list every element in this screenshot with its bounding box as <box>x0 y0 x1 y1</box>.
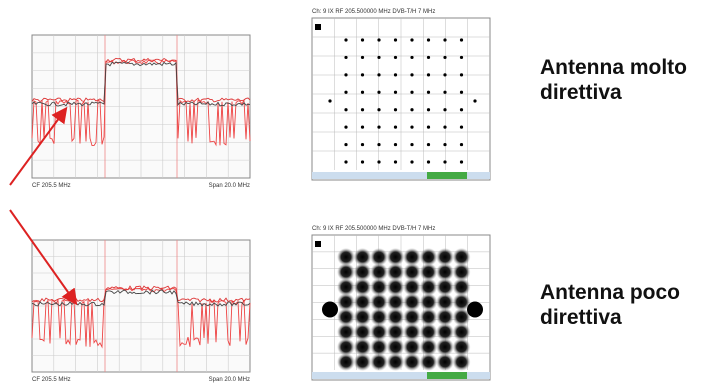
constellation-point <box>460 160 463 163</box>
panel-label: Antenna poco direttiva <box>540 280 726 330</box>
constellation-point <box>344 38 347 41</box>
constellation-point <box>410 143 413 146</box>
constellation-point <box>460 143 463 146</box>
constellation-point <box>453 353 471 371</box>
slide: CF 205.5 MHz Span 20.0 MHz Ch: 9 IX RF 205… <box>0 0 726 392</box>
constellation-point <box>460 38 463 41</box>
constellation-point <box>460 73 463 76</box>
constellation-point <box>394 126 397 129</box>
constellation-header: Ch: 9 IX RF 205.500000 MHz DVB-T/H 7 MHz <box>312 226 435 232</box>
constellation-point <box>443 56 446 59</box>
constellation-point <box>427 91 430 94</box>
spectrum-span: Span 20.0 MHz <box>209 183 250 189</box>
constellation-point <box>467 302 483 318</box>
constellation-point <box>394 38 397 41</box>
constellation-point <box>443 38 446 41</box>
constellation-point <box>394 160 397 163</box>
constellation-point <box>410 108 413 111</box>
constellation-point <box>354 353 372 371</box>
corner-square <box>315 241 321 247</box>
constellation-point <box>427 126 430 129</box>
constellation-point <box>377 160 380 163</box>
constellation-point <box>377 91 380 94</box>
constellation-point <box>443 160 446 163</box>
constellation-header: Ch: 9 IX RF 205.500000 MHz DVB-T/H 7 MHz <box>312 9 435 15</box>
constellation-point <box>361 160 364 163</box>
constellation-point <box>377 56 380 59</box>
constellation-point <box>443 126 446 129</box>
constellation-point <box>394 143 397 146</box>
constellation-point <box>394 73 397 76</box>
constellation-point <box>344 143 347 146</box>
spectrum-span: Span 20.0 MHz <box>209 377 250 383</box>
constellation-point <box>344 56 347 59</box>
constellation-point <box>377 126 380 129</box>
constellation-point <box>344 160 347 163</box>
constellation-point <box>361 143 364 146</box>
constellation-point <box>443 108 446 111</box>
constellation-point <box>427 38 430 41</box>
constellation-point <box>427 73 430 76</box>
constellation-point <box>394 56 397 59</box>
constellation-point <box>460 126 463 129</box>
constellation-point <box>420 353 438 371</box>
constellation-point <box>344 73 347 76</box>
constellation-point <box>361 108 364 111</box>
constellation-point <box>322 302 338 318</box>
constellation-point <box>473 99 476 102</box>
constellation-point <box>377 108 380 111</box>
constellation-point <box>387 353 405 371</box>
spectrum-center: CF 205.5 MHz <box>32 377 71 383</box>
constellation-point <box>337 353 355 371</box>
constellation-point <box>344 91 347 94</box>
status-bar-ok <box>427 372 467 379</box>
panel-label: Antenna molto direttiva <box>540 55 726 105</box>
constellation-point <box>410 56 413 59</box>
constellation-point <box>427 143 430 146</box>
constellation-point <box>361 91 364 94</box>
constellation-point <box>403 353 421 371</box>
constellation-point <box>443 73 446 76</box>
constellation-point <box>361 126 364 129</box>
status-bar-ok <box>427 172 467 179</box>
constellation-point <box>370 353 388 371</box>
constellation-point <box>377 73 380 76</box>
constellation-point <box>427 160 430 163</box>
constellation-point <box>410 38 413 41</box>
constellation-point <box>410 91 413 94</box>
constellation-point <box>394 91 397 94</box>
constellation-point <box>328 99 331 102</box>
constellation-point <box>443 143 446 146</box>
constellation-point <box>361 56 364 59</box>
constellation-point <box>344 108 347 111</box>
constellation-point <box>394 108 397 111</box>
corner-square <box>315 24 321 30</box>
constellation-point <box>344 126 347 129</box>
constellation-point <box>361 38 364 41</box>
constellation-point <box>410 126 413 129</box>
constellation-point <box>427 108 430 111</box>
constellation-point <box>410 160 413 163</box>
constellation-point <box>377 143 380 146</box>
constellation-point <box>436 353 454 371</box>
constellation-point <box>443 91 446 94</box>
constellation-point <box>410 73 413 76</box>
constellation-point <box>460 56 463 59</box>
constellation-point <box>361 73 364 76</box>
constellation-point <box>460 108 463 111</box>
spectrum-center: CF 205.5 MHz <box>32 183 71 189</box>
constellation-point <box>427 56 430 59</box>
constellation-point <box>377 38 380 41</box>
constellation-point <box>460 91 463 94</box>
